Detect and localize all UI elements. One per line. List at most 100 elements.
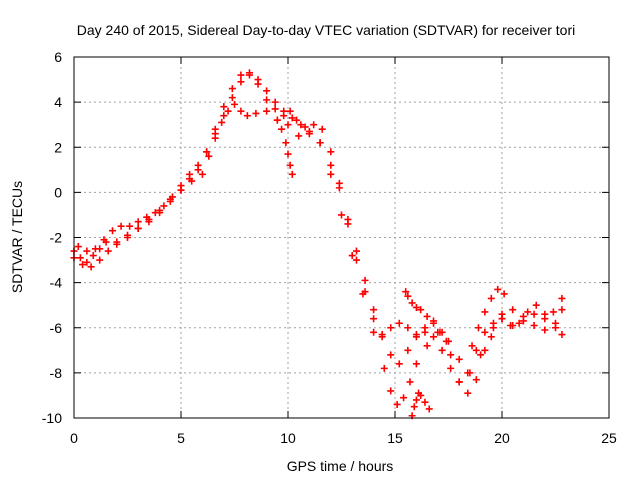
data-point xyxy=(558,331,566,339)
data-point xyxy=(455,355,463,363)
data-point xyxy=(412,360,420,368)
data-point xyxy=(524,308,532,316)
data-point xyxy=(438,346,446,354)
data-point xyxy=(558,294,566,302)
data-point xyxy=(83,247,91,255)
data-point xyxy=(468,342,476,350)
data-point xyxy=(549,308,557,316)
data-point xyxy=(83,258,91,266)
data-point xyxy=(507,321,515,329)
data-point xyxy=(541,310,549,318)
series-2 xyxy=(70,69,566,386)
data-point xyxy=(395,319,403,327)
data-point xyxy=(481,328,489,336)
y-tick-label: -2 xyxy=(50,230,63,246)
series-6 xyxy=(408,389,433,420)
x-tick-label: 10 xyxy=(280,430,296,446)
data-point xyxy=(237,107,245,115)
data-point xyxy=(412,303,420,311)
data-point xyxy=(423,342,431,350)
data-point xyxy=(177,182,185,190)
x-tick-label: 0 xyxy=(70,430,78,446)
data-point xyxy=(361,276,369,284)
data-point xyxy=(404,324,412,332)
data-point xyxy=(423,312,431,320)
data-point xyxy=(370,306,378,314)
data-point xyxy=(378,331,386,339)
data-point xyxy=(254,80,262,88)
data-point xyxy=(318,125,326,133)
data-point xyxy=(263,96,271,104)
data-point xyxy=(487,294,495,302)
data-point xyxy=(134,218,142,226)
data-point xyxy=(370,328,378,336)
y-axis-label: SDTVAR / TECUs xyxy=(9,181,25,293)
data-point xyxy=(532,301,540,309)
data-point xyxy=(205,152,213,160)
data-point xyxy=(310,121,318,129)
data-point xyxy=(408,299,416,307)
data-point xyxy=(430,333,438,341)
data-point xyxy=(417,391,425,399)
data-point xyxy=(481,308,489,316)
data-point xyxy=(412,331,420,339)
data-point xyxy=(186,170,194,178)
data-point xyxy=(166,197,174,205)
data-point xyxy=(273,116,281,124)
data-point xyxy=(271,105,279,113)
data-point xyxy=(237,71,245,79)
data-point xyxy=(447,351,455,359)
data-point xyxy=(305,130,313,138)
data-point xyxy=(271,98,279,106)
data-point xyxy=(211,130,219,138)
y-tick-label: -4 xyxy=(50,275,63,291)
data-point xyxy=(370,315,378,323)
data-point xyxy=(410,403,418,411)
data-point xyxy=(519,312,527,320)
data-point xyxy=(472,376,480,384)
data-point xyxy=(280,112,288,120)
data-point xyxy=(282,139,290,147)
data-point xyxy=(327,148,335,156)
data-point xyxy=(558,306,566,314)
data-point xyxy=(421,324,429,332)
data-point xyxy=(509,306,517,314)
y-tick-label: -8 xyxy=(50,365,63,381)
y-tick-label: 6 xyxy=(54,49,62,65)
series-5 xyxy=(402,288,450,345)
data-point xyxy=(79,261,87,269)
data-point xyxy=(203,148,211,156)
data-point xyxy=(417,306,425,314)
data-point xyxy=(352,247,360,255)
data-point xyxy=(263,87,271,95)
data-point xyxy=(237,78,245,86)
data-point xyxy=(286,107,294,115)
data-point xyxy=(421,398,429,406)
data-point xyxy=(474,324,482,332)
y-tick-label: 0 xyxy=(54,184,62,200)
data-point xyxy=(286,161,294,169)
data-point xyxy=(395,360,403,368)
data-point xyxy=(224,107,232,115)
x-tick-labels: 0 5 10 15 20 25 xyxy=(70,430,617,446)
series-7 xyxy=(468,285,508,350)
data-point xyxy=(160,202,168,210)
data-point xyxy=(168,193,176,201)
axis-ticks xyxy=(73,56,610,419)
x-tick-label: 25 xyxy=(601,430,617,446)
data-point xyxy=(198,170,206,178)
data-point xyxy=(489,324,497,332)
data-point xyxy=(284,150,292,158)
data-point xyxy=(126,222,134,230)
data-point xyxy=(288,114,296,122)
data-point xyxy=(243,112,251,120)
data-point xyxy=(464,389,472,397)
grid-lines xyxy=(74,57,609,418)
data-point xyxy=(404,292,412,300)
data-point xyxy=(288,170,296,178)
data-point xyxy=(348,252,356,260)
data-point xyxy=(91,245,99,253)
series-4 xyxy=(273,116,296,178)
data-point xyxy=(87,263,95,271)
